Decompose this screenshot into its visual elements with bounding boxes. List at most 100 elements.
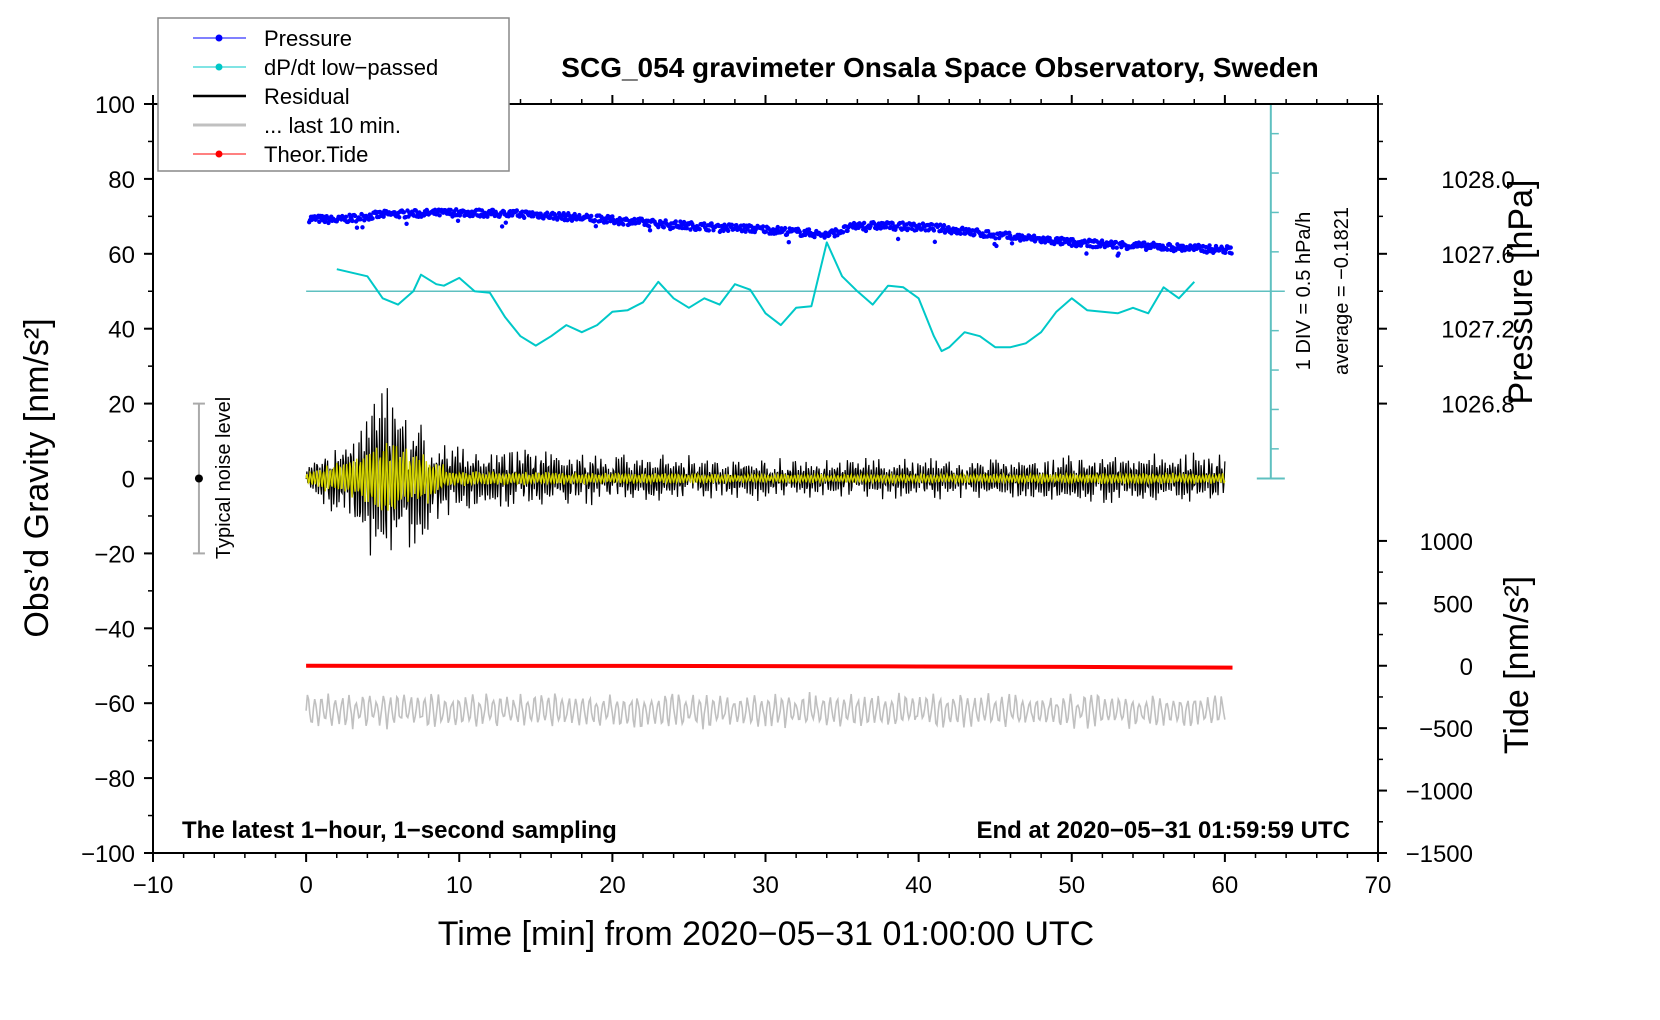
x-tick-label: 60: [1212, 872, 1239, 899]
pressure-axis-label: Pressure [hPa]: [1502, 180, 1540, 405]
x-tick-label: 10: [446, 872, 473, 899]
pressure-point: [725, 228, 731, 233]
pressure-point: [1009, 241, 1015, 246]
pressure-point: [797, 229, 802, 235]
pressure-point: [397, 215, 402, 220]
pressure-point: [370, 216, 375, 221]
pressure-point: [1084, 251, 1089, 256]
pressure-point: [544, 210, 550, 215]
pressure-point: [499, 224, 505, 229]
legend-label: dP/dt low−passed: [264, 55, 438, 80]
pressure-point: [917, 222, 922, 227]
pressure-point: [593, 224, 599, 229]
tide-tick-label: −500: [1419, 716, 1473, 743]
pressure-point: [589, 213, 594, 219]
pressure-point: [681, 219, 687, 225]
pressure-point: [938, 222, 943, 227]
pressure-point: [1207, 243, 1212, 248]
pressure-tick-label: 1028.0: [1441, 167, 1514, 194]
pressure-point: [729, 222, 735, 228]
pressure-tick-label: 1027.2: [1441, 317, 1514, 344]
y-axis-label: Obs’d Gravity [nm/s²]: [18, 318, 56, 637]
pressure-point: [994, 243, 999, 249]
pressure-point: [863, 228, 869, 234]
legend-label: Residual: [264, 84, 350, 109]
pressure-point: [646, 224, 652, 229]
pressure-point: [358, 216, 363, 222]
pressure-point: [577, 212, 582, 218]
y-tick-label: −40: [94, 616, 135, 643]
pressure-point: [1018, 238, 1023, 243]
pressure-tick-label: 1026.8: [1441, 392, 1514, 419]
legend-marker: [215, 34, 223, 42]
residual-line: [305, 388, 1226, 556]
pressure-point: [760, 224, 766, 229]
pressure-point: [812, 234, 817, 240]
pressure-point: [350, 218, 355, 224]
pressure-point: [900, 220, 905, 225]
pressure-point: [1229, 251, 1234, 256]
pressure-point: [647, 228, 653, 233]
pressure-point: [343, 214, 349, 219]
y-tick-label: −80: [94, 766, 135, 793]
pressure-point: [352, 213, 358, 219]
y-tick-label: −100: [81, 841, 135, 868]
pressure-point: [354, 225, 360, 230]
pressure-point: [1039, 240, 1044, 245]
annotation-end-time: End at 2020−05−31 01:59:59 UTC: [976, 817, 1350, 844]
y-tick-label: 20: [108, 392, 135, 419]
tide-tick-label: 500: [1433, 591, 1473, 618]
legend-box: [157, 17, 510, 172]
pressure-point: [1142, 240, 1147, 245]
tide-line: [306, 663, 1233, 670]
y-tick-label: 80: [108, 167, 135, 194]
y-tick-label: −60: [94, 691, 135, 718]
pressure-point: [763, 229, 769, 234]
pressure-point: [1116, 251, 1121, 256]
pressure-point: [890, 221, 895, 226]
pressure-point: [932, 239, 938, 245]
pressure-point: [632, 216, 637, 222]
pressure-point: [684, 225, 689, 231]
last-10-min-line: [305, 692, 1226, 730]
annotation-sampling: The latest 1−hour, 1−second sampling: [182, 817, 617, 844]
pressure-point: [448, 207, 453, 213]
dpdt-line: [336, 241, 1196, 353]
x-axis-label: Time [min] from 2020−05−31 01:00:00 UTC: [438, 915, 1094, 953]
pressure-point: [985, 229, 991, 234]
legend-marker: [215, 150, 223, 158]
pressure-point: [621, 222, 626, 227]
div-label: 1 DIV = 0.5 hPa/h: [1293, 212, 1315, 370]
pressure-point: [822, 235, 827, 240]
filtered-residual-line: [305, 442, 1226, 511]
pressure-point: [453, 207, 459, 212]
pressure-point: [861, 220, 867, 226]
pressure-point: [929, 222, 935, 227]
pressure-point: [1165, 247, 1170, 252]
x-tick-label: 0: [299, 872, 312, 899]
pressure-point: [346, 219, 351, 224]
pressure-point: [895, 236, 901, 242]
pressure-point: [521, 215, 527, 220]
x-tick-label: −10: [133, 872, 174, 899]
tide-axis-label: Tide [nm/s²]: [1498, 576, 1536, 754]
plot-marks: [192, 103, 1285, 730]
y-tick-label: 60: [108, 242, 135, 269]
legend-label: Pressure: [264, 26, 352, 51]
pressure-point: [806, 227, 812, 232]
noise-label: Typical noise level: [213, 397, 235, 559]
pressure-point: [706, 228, 712, 233]
pressure-point: [673, 219, 678, 224]
pressure-tick-label: 1027.6: [1441, 242, 1514, 269]
y-tick-label: 100: [95, 92, 135, 119]
x-tick-label: 40: [905, 872, 932, 899]
pressure-point: [485, 214, 490, 219]
pressure-point: [883, 225, 889, 230]
axes: −10 0 10 20 30 40 50 60 70100806040200−20−40−60−…: [81, 92, 1515, 899]
x-tick-label: 70: [1365, 872, 1392, 899]
x-tick-label: 30: [752, 872, 779, 899]
pressure-point: [401, 210, 407, 215]
pressure-point: [610, 214, 615, 219]
tide-tick-label: −1000: [1406, 779, 1473, 806]
